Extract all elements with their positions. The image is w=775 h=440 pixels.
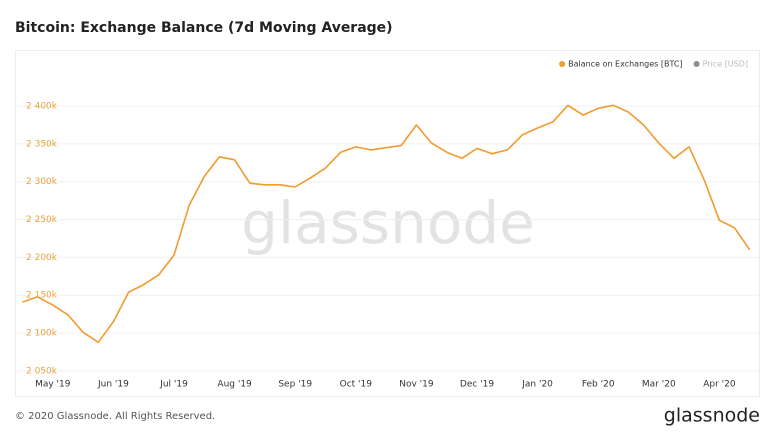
chart-title: Bitcoin: Exchange Balance (7d Moving Ave… [15, 20, 393, 36]
labels: 2 050k 2 100k 2 150k 2 200k 2 250k 2 300k 2 35… [26, 60, 748, 390]
y-tick-label: 2 100k [26, 329, 58, 339]
plot-frame [15, 50, 760, 397]
y-tick-label: 2 350k [26, 139, 58, 149]
x-tick-label: Jul '19 [159, 380, 188, 390]
x-tick-label: Jun '19 [97, 380, 129, 390]
x-tick-label: Sep '19 [278, 380, 312, 390]
footer: © 2020 Glassnode. All Rights Reserved. [15, 411, 215, 422]
x-tick-label: Nov '19 [399, 380, 434, 390]
x-tick-label: Oct '19 [340, 380, 373, 390]
x-tick-label: Dec '19 [460, 380, 494, 390]
y-tick-label: 2 300k [26, 177, 58, 187]
y-tick-label: 2 150k [26, 291, 58, 301]
logo: glassnode [664, 405, 760, 427]
legend-label: Balance on Exchanges [BTC] [568, 60, 683, 69]
watermark: glassnode [241, 189, 535, 257]
x-tick-label: Apr '20 [703, 380, 736, 390]
grid [16, 105, 759, 372]
x-tick-label: Mar '20 [642, 380, 676, 390]
line-series [22, 104, 751, 343]
legend-swatch [693, 61, 700, 67]
x-tick-label: Feb '20 [582, 380, 615, 390]
legend-swatch [559, 61, 566, 67]
y-tick-label: 2 400k [26, 102, 58, 112]
x-tick-label: Jan '20 [521, 380, 553, 390]
y-tick-label: 2 250k [26, 215, 58, 225]
legend-label: Price [USD] [703, 60, 748, 69]
x-tick-label: Aug '19 [217, 380, 252, 390]
y-tick-label: 2 050k [26, 366, 58, 376]
y-tick-label: 2 200k [26, 253, 58, 263]
marks [22, 104, 751, 343]
x-tick-label: May '19 [35, 380, 71, 390]
